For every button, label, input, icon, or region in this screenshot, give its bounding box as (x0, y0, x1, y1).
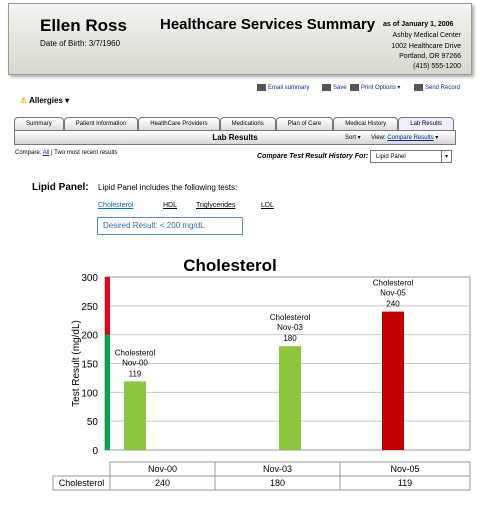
tab[interactable]: Lab Results (398, 117, 455, 130)
range-band (105, 277, 110, 335)
tab[interactable]: Patient Information (63, 117, 139, 130)
data-label: Nov-05 (380, 289, 406, 298)
y-tick-label: 200 (81, 331, 98, 342)
data-label: Cholesterol (270, 313, 311, 322)
send-button[interactable]: Send Record (414, 84, 460, 91)
link[interactable]: All (42, 150, 50, 156)
bar (382, 311, 404, 450)
table-header-cell: Nov-03 (263, 464, 292, 474)
bar (124, 381, 146, 450)
data-label: 240 (386, 300, 400, 309)
data-label: Nov-03 (277, 323, 303, 332)
view[interactable]: View: Compare Results ▾ (371, 135, 439, 141)
chart-title: Cholesterol (183, 256, 277, 275)
test-link[interactable]: Cholesterol (98, 202, 134, 209)
subheader: Lab Results Sort ▾ View: Compare Results… (14, 130, 456, 145)
address-line: (415) 555-1200 (413, 63, 461, 70)
y-tick-label: 250 (81, 302, 98, 313)
label: View: (371, 135, 386, 141)
y-tick-label: 300 (81, 273, 98, 284)
data-label: 119 (129, 369, 142, 378)
allergies-toggle[interactable]: ⚠ Allergies ▾ (20, 96, 70, 105)
table-cell: Cholesterol (59, 478, 105, 488)
label: Send Record (425, 85, 461, 92)
range-band (105, 334, 110, 450)
panel-label: Lipid Panel: (32, 182, 89, 193)
table-header-cell: Nov-00 (148, 464, 177, 474)
address-line: Portland, OR 97266 (399, 53, 461, 60)
y-axis-label: Test Result (mg/dL) (71, 320, 82, 407)
compare: Compare: All | Two most recent results (15, 150, 118, 156)
as-of: as of January 1, 2006 (383, 21, 454, 28)
data-label: Cholesterol (373, 279, 414, 288)
label: Email summary (268, 85, 310, 92)
data-label: Cholesterol (115, 348, 156, 357)
label: Save (333, 85, 347, 92)
history-select[interactable]: Lipid Panel ▾ (370, 150, 452, 163)
test-link[interactable]: LDL (261, 202, 274, 209)
header: Ellen Ross Date of Birth: 3/7/1960 Healt… (8, 3, 472, 75)
label: Allergies (29, 96, 63, 105)
y-tick-label: 150 (81, 360, 98, 371)
tab[interactable]: Medications (219, 117, 276, 130)
tab[interactable]: HealthCare Providers (138, 117, 220, 130)
desired-result: Desired Result: < 200 mg/dL (97, 217, 243, 235)
email-button[interactable]: Email summary (257, 84, 309, 91)
table-row (52, 475, 471, 491)
label: Lipid Panel (376, 154, 406, 160)
address-line: 1002 Healthcare Drive (391, 43, 461, 50)
test-link[interactable]: Triglycerides (196, 202, 236, 209)
data-label: 180 (283, 334, 297, 343)
tab[interactable]: Medical History (333, 117, 399, 130)
print-button[interactable]: Print Options ▾ (350, 84, 400, 91)
data-label: Nov-00 (122, 358, 148, 367)
label: Compare: (15, 150, 42, 156)
y-tick-label: 0 (92, 446, 98, 457)
label: Print Options (361, 85, 396, 92)
y-tick-label: 100 (81, 388, 98, 399)
label: Sort (345, 135, 357, 141)
patient-name: Ellen Ross (40, 16, 127, 35)
summary-title: Healthcare Services Summary (160, 16, 376, 33)
history-label: Compare Test Result History For: (257, 153, 369, 160)
save-button[interactable]: Save (322, 84, 347, 91)
y-tick-label: 50 (87, 417, 99, 428)
test-link[interactable]: HDL (163, 202, 178, 209)
tab-bar: Summary Patient Information HealthCare Pro… (14, 117, 455, 130)
table-cell: 119 (398, 478, 412, 488)
dob: Date of Birth: 3/7/1960 (40, 39, 121, 48)
table-cell: 240 (155, 478, 170, 488)
table-header-cell: Nov-05 (390, 464, 419, 474)
separator: | (51, 150, 53, 156)
tab[interactable]: Plan of Care (275, 117, 334, 130)
table-cell: 180 (270, 478, 285, 488)
sort[interactable]: Sort ▾ (345, 135, 361, 141)
active-tab-title: Lab Results (212, 133, 258, 142)
panel-description: Lipid Panel includes the following tests… (98, 183, 238, 192)
address-line: Ashby Medical Center (392, 32, 461, 39)
bar (279, 346, 301, 450)
label: Compare Results (387, 135, 434, 141)
link[interactable]: Two most recent results (54, 150, 118, 156)
tab[interactable]: Summary (14, 117, 64, 130)
